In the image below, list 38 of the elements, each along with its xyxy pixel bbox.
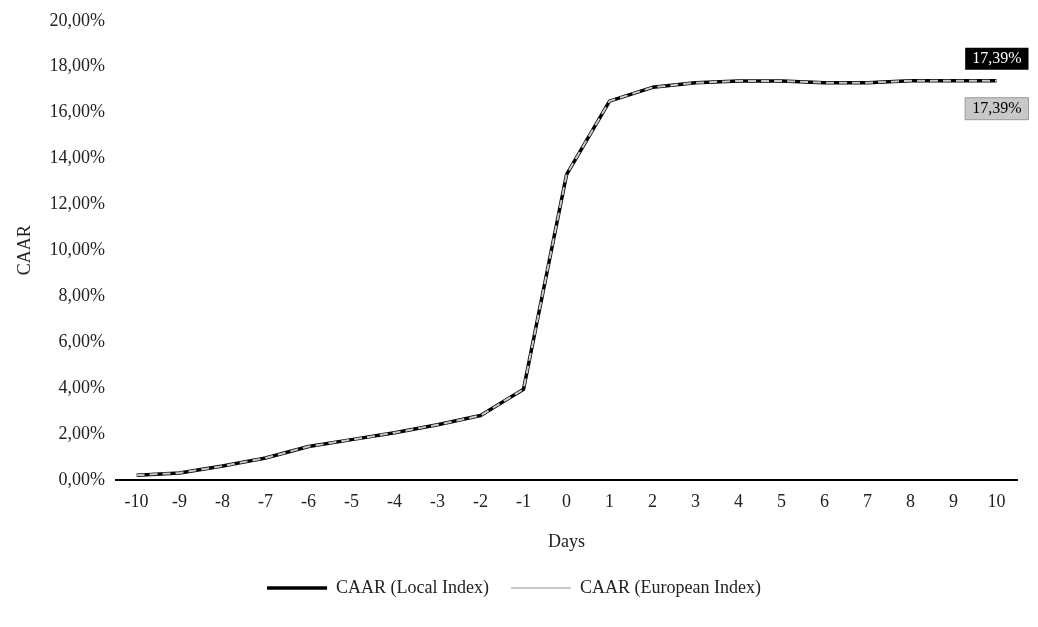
x-tick-label: 4 — [734, 491, 744, 512]
x-tick-label: -1 — [516, 491, 532, 512]
x-tick-label: -4 — [387, 491, 403, 512]
y-tick-label: 12,00% — [49, 193, 106, 214]
y-tick-label: 6,00% — [58, 330, 106, 351]
y-tick-label: 0,00% — [58, 468, 106, 489]
x-tick-label: 8 — [906, 491, 916, 512]
y-tick-label: 20,00% — [49, 9, 106, 30]
data-label: 17,39% — [972, 98, 1022, 116]
x-tick-label: 7 — [863, 491, 873, 512]
x-tick-label: 6 — [820, 491, 830, 512]
x-tick-label: 5 — [777, 491, 787, 512]
y-tick-label: 2,00% — [58, 422, 106, 443]
x-tick-label: -3 — [430, 491, 446, 512]
x-axis-title: Days — [548, 530, 586, 551]
x-tick-label: -10 — [124, 491, 149, 512]
x-tick-label: -2 — [473, 491, 489, 512]
x-tick-label: -7 — [258, 491, 274, 512]
legend-label: CAAR (European Index) — [580, 576, 761, 598]
x-tick-label: 10 — [987, 491, 1006, 512]
data-label: 17,39% — [972, 48, 1022, 66]
x-tick-label: -8 — [215, 491, 231, 512]
y-axis-title: CAAR — [13, 225, 34, 276]
x-tick-label: 3 — [691, 491, 701, 512]
x-tick-label: 0 — [562, 491, 572, 512]
legend-label: CAAR (Local Index) — [336, 576, 490, 598]
y-tick-label: 8,00% — [58, 284, 106, 305]
x-tick-label: 1 — [605, 491, 615, 512]
x-tick-label: 9 — [949, 491, 959, 512]
x-tick-label: 2 — [648, 491, 658, 512]
y-tick-label: 10,00% — [49, 239, 106, 260]
y-tick-label: 14,00% — [49, 147, 106, 168]
x-tick-label: -5 — [344, 491, 360, 512]
x-tick-label: -6 — [301, 491, 317, 512]
x-tick-label: -9 — [172, 491, 188, 512]
y-tick-label: 4,00% — [58, 376, 106, 397]
y-tick-label: 18,00% — [49, 55, 106, 76]
y-tick-label: 16,00% — [49, 101, 106, 122]
